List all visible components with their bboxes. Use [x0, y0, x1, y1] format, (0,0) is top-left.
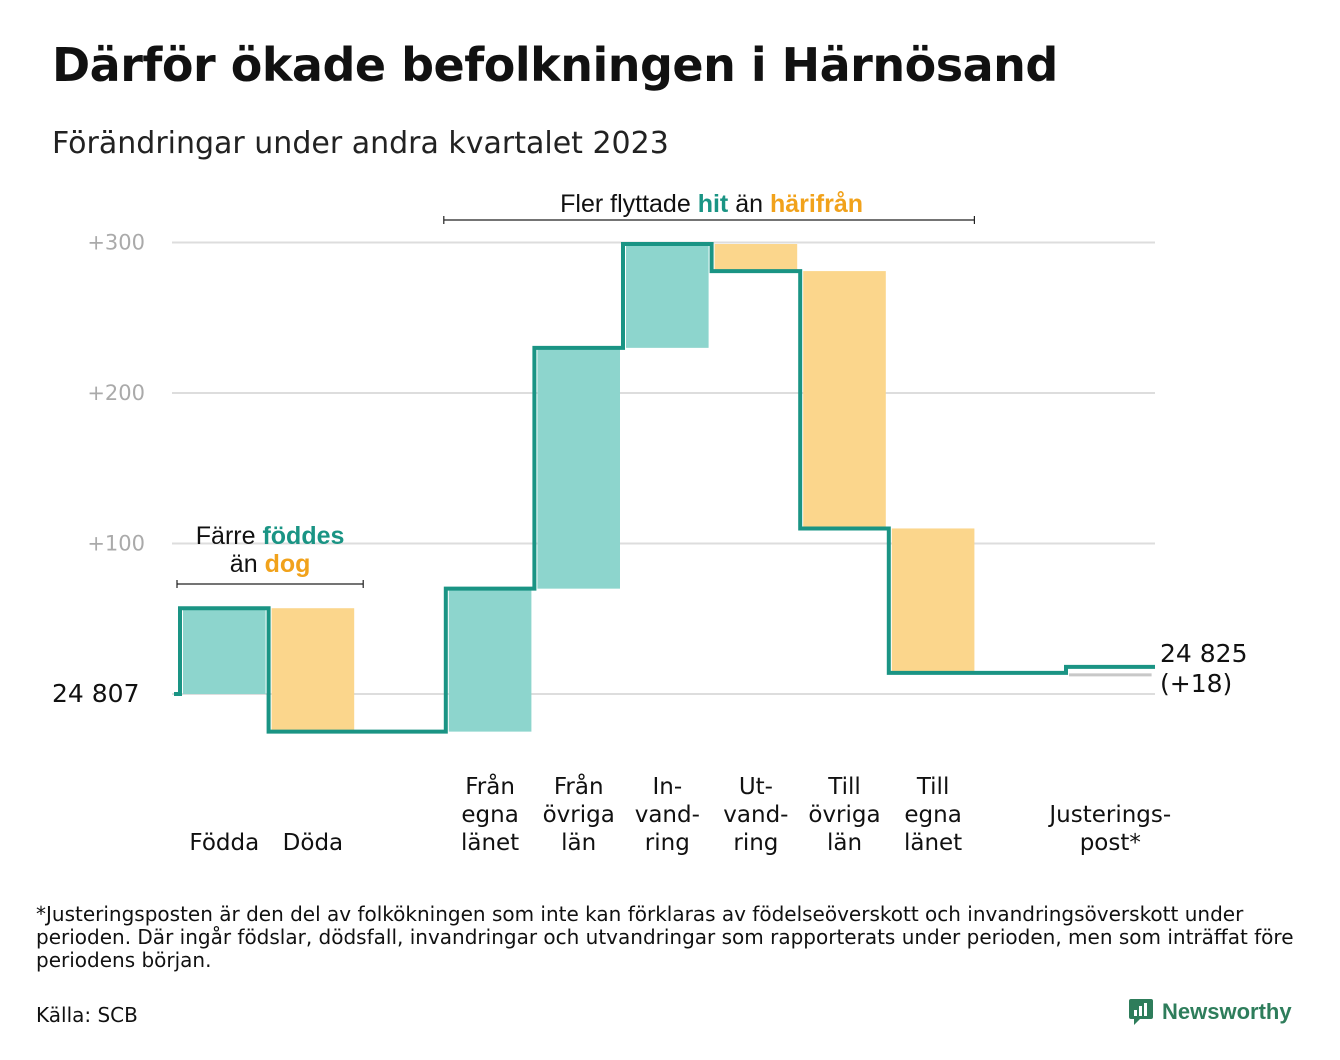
- category-label: vand-: [723, 802, 788, 828]
- category-label: Från: [465, 772, 515, 800]
- footnote: *Justeringsposten är den del av folkökni…: [36, 902, 1294, 972]
- category-label: Justerings-: [1047, 802, 1171, 828]
- category-label: övriga: [543, 802, 615, 828]
- category-label: län: [827, 830, 862, 856]
- end-value-label: 24 825: [1160, 639, 1247, 668]
- category-label: övriga: [808, 802, 880, 828]
- end-change-label: (+18): [1160, 669, 1232, 698]
- annotation-part: dog: [265, 550, 311, 578]
- source-note: Källa: SCB: [36, 1003, 138, 1027]
- increase-bar: [183, 608, 266, 694]
- annotation-part: föddes: [262, 522, 344, 550]
- category-label: ring: [645, 830, 690, 856]
- increase-bar: [626, 244, 709, 348]
- category-label: Till: [916, 774, 950, 800]
- category-label: länet: [904, 830, 962, 856]
- increase-bar: [448, 588, 532, 732]
- annotation-layer: Fler flyttade hit än härifrån Färre födde…: [176, 190, 976, 588]
- logo-text: Newsworthy: [1162, 999, 1292, 1024]
- annotation-part: än: [728, 190, 770, 218]
- decrease-bar: [803, 271, 886, 529]
- newsworthy-logo: Newsworthy: [1128, 998, 1292, 1026]
- waterfall-chart: +100+200+300 Födda DödaFrånegnalänetFrånö…: [52, 190, 1247, 856]
- annotation-part: Fler flyttade: [560, 190, 698, 218]
- cumulative-step-line: [174, 242, 1155, 734]
- category-label: länet: [461, 830, 519, 856]
- label-layer: Födda DödaFrånegnalänetFrånövrigalänIn-va…: [52, 639, 1247, 856]
- chart-title: Därför ökade befolkningen i Härnösand: [52, 38, 1058, 92]
- newsworthy-chart-icon: [1129, 999, 1153, 1025]
- annotation-part: hit: [698, 190, 729, 218]
- category-label: In-: [652, 774, 682, 800]
- bar-layer: [183, 244, 1152, 732]
- chart-subtitle: Förändringar under andra kvartalet 2023: [52, 126, 669, 161]
- category-label: Från: [554, 772, 604, 800]
- annotation-part: härifrån: [770, 190, 863, 218]
- increase-bar: [537, 347, 620, 589]
- category-label: Till: [827, 774, 861, 800]
- category-label: egna: [904, 802, 961, 828]
- y-tick-label: +200: [87, 381, 145, 405]
- start-value-label: 24 807: [52, 679, 139, 708]
- annotation-part: Färre: [196, 522, 263, 550]
- category-label: Ut-: [739, 774, 773, 800]
- births-deaths-annotation: än dog: [230, 550, 311, 578]
- category-label: post*: [1080, 830, 1141, 856]
- decrease-bar: [271, 608, 355, 732]
- births-deaths-annotation: Färre föddes: [196, 522, 345, 550]
- category-label: ring: [733, 830, 778, 856]
- category-label: Födda: [189, 830, 259, 856]
- category-label: län: [561, 830, 596, 856]
- y-tick-label: +100: [87, 532, 145, 556]
- y-tick-label: +300: [87, 231, 145, 255]
- decrease-bar: [714, 244, 798, 272]
- decrease-bar: [891, 528, 975, 673]
- annotation-part: än: [230, 550, 265, 578]
- category-label: vand-: [635, 802, 700, 828]
- migration-annotation: Fler flyttade hit än härifrån: [560, 190, 863, 218]
- category-label: Döda: [283, 830, 343, 856]
- category-label: egna: [461, 802, 518, 828]
